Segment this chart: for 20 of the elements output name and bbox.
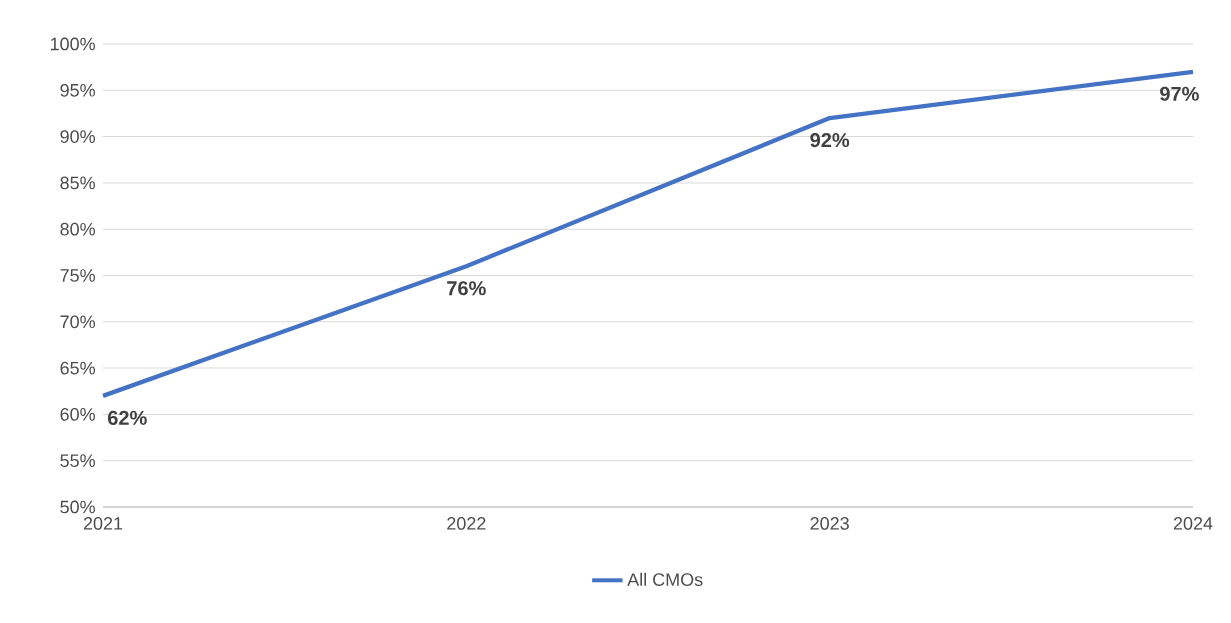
y-tick-label: 70% [60,315,95,329]
legend-label: All CMOs [627,572,703,586]
y-tick-label: 65% [60,361,95,375]
y-tick-label: 85% [60,176,95,190]
y-tick-label: 95% [60,83,95,97]
y-tick-label: 100% [50,37,95,51]
y-tick-label: 55% [60,454,95,468]
y-tick-label: 90% [60,130,95,143]
x-tick-label: 2022 [447,517,486,530]
y-tick-label: 80% [60,222,95,236]
x-tick-label: 2024 [1173,517,1213,530]
data-label: 62% [108,410,147,425]
x-tick-label: 2023 [810,517,849,530]
x-tick-label: 2021 [83,517,123,530]
data-label: 97% [1160,86,1199,101]
data-label: 76% [447,281,486,296]
y-tick-label: 50% [60,500,95,514]
data-label: 92% [810,133,850,148]
y-tick-label: 60% [60,408,95,421]
y-tick-label: 75% [60,269,95,282]
